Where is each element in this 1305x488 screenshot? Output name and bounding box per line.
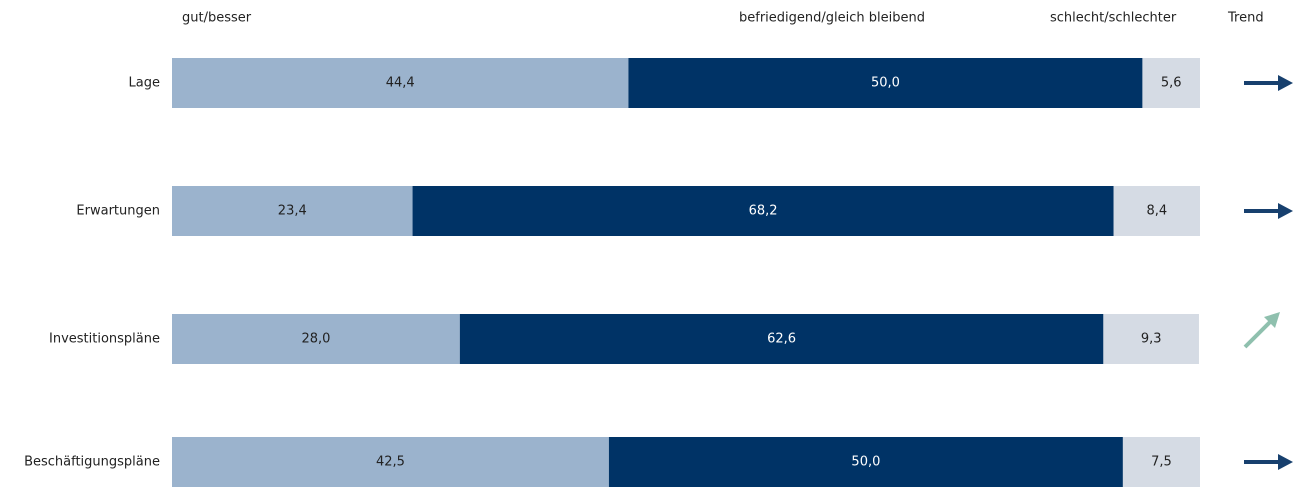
- data-label: 44,4: [386, 76, 415, 91]
- bar-segment: [459, 314, 1104, 364]
- trend-arrow-part: [1278, 454, 1293, 470]
- trend-arrow-part: [1278, 75, 1293, 91]
- legend-label: befriedigend/gleich bleibend: [739, 11, 925, 26]
- bar-segment: [172, 437, 609, 487]
- trend-arrow: [1243, 312, 1280, 349]
- data-label: 5,6: [1161, 76, 1182, 91]
- legend-label: gut/besser: [182, 11, 252, 26]
- data-label: 28,0: [301, 332, 330, 347]
- data-label: 68,2: [749, 204, 778, 219]
- trend-arrow: [1244, 75, 1293, 91]
- category-label: Beschäftigungspläne: [24, 455, 160, 470]
- trend-arrow-part: [1264, 312, 1280, 328]
- trend-header: Trend: [1227, 11, 1264, 26]
- bar-segment: [1142, 58, 1200, 108]
- bar-segment: [1113, 186, 1200, 236]
- bar-segment: [1122, 437, 1200, 487]
- trend-arrow-part: [1278, 203, 1293, 219]
- trend-arrow-part: [1243, 318, 1274, 349]
- bar-segment: [172, 58, 629, 108]
- bar-segment: [608, 437, 1123, 487]
- legend-label: schlecht/schlechter: [1050, 11, 1177, 26]
- bar-segment: [172, 314, 460, 364]
- data-label: 8,4: [1146, 204, 1167, 219]
- category-label: Investitionspläne: [49, 332, 160, 347]
- bar-segment: [412, 186, 1114, 236]
- trend-arrow: [1244, 203, 1293, 219]
- data-label: 50,0: [871, 76, 900, 91]
- category-label: Erwartungen: [76, 204, 160, 219]
- data-label: 42,5: [376, 455, 405, 470]
- bar-segment: [172, 186, 413, 236]
- data-label: 50,0: [851, 455, 880, 470]
- trend-arrow: [1244, 454, 1293, 470]
- data-label: 23,4: [278, 204, 307, 219]
- category-label: Lage: [129, 76, 160, 91]
- data-label: 7,5: [1151, 455, 1172, 470]
- data-label: 9,3: [1141, 332, 1162, 347]
- bar-segment: [628, 58, 1143, 108]
- bar-segment: [1103, 314, 1199, 364]
- data-label: 62,6: [767, 332, 796, 347]
